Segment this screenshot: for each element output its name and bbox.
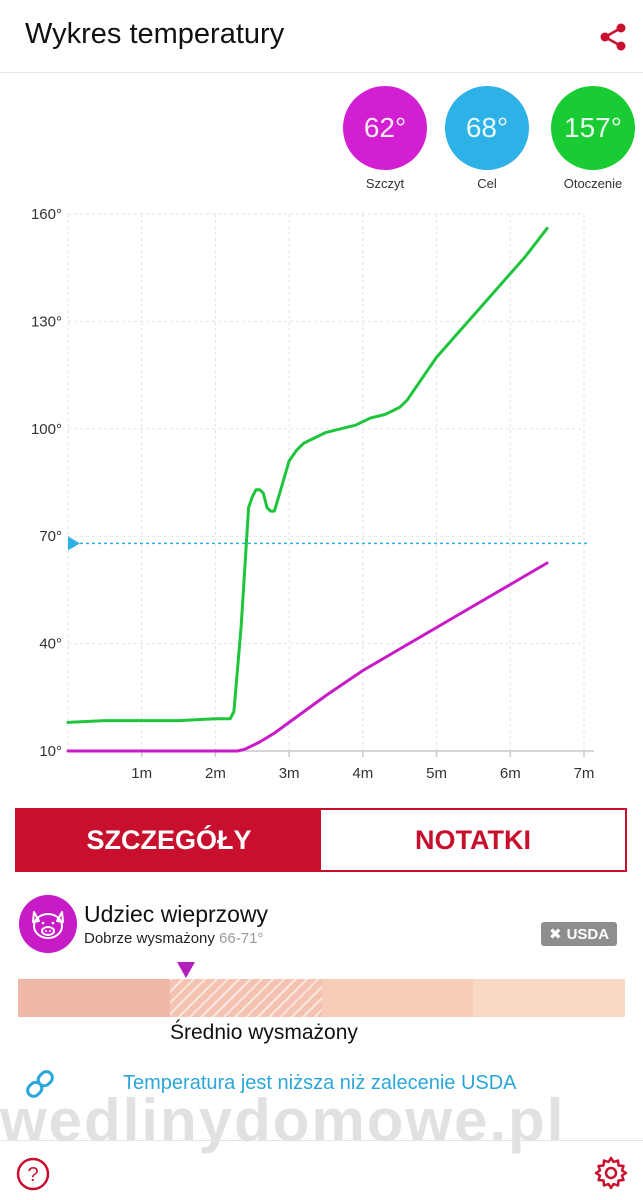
y-tick-label: 70° xyxy=(39,528,62,545)
meat-name: Udziec wieprzowy xyxy=(84,901,269,927)
x-tick-label: 5m xyxy=(426,765,447,782)
series-line-ambient xyxy=(66,226,549,724)
usda-badge-label: USDA xyxy=(566,925,610,943)
gear-icon[interactable] xyxy=(594,1156,628,1190)
gauge-peak-label: Szczyt xyxy=(365,176,405,191)
x-tick-label: 2m xyxy=(205,765,226,782)
app-header: Wykres temperatury xyxy=(0,0,643,73)
link-icon xyxy=(26,1070,54,1098)
gauge-peak-circle: 62° xyxy=(343,86,427,170)
x-tick-label: 3m xyxy=(279,765,300,782)
gauge-target-label: Cel xyxy=(477,176,497,191)
x-tick-label: 6m xyxy=(500,765,521,782)
share-icon[interactable] xyxy=(596,20,630,54)
pig-icon xyxy=(19,895,77,953)
y-tick-label: 100° xyxy=(31,421,62,438)
tab-bar: SZCZEGÓŁY NOTATKI xyxy=(15,808,627,872)
x-tick-label: 7m xyxy=(574,765,595,782)
gauge-target-value: 68° xyxy=(465,112,509,143)
gauge-peak-value: 62° xyxy=(363,112,407,143)
y-tick-label: 10° xyxy=(39,743,62,760)
usda-badge[interactable]: ✖ USDA xyxy=(541,922,618,946)
gauge-ambient[interactable]: 157° Otoczenie xyxy=(548,86,638,191)
svg-text:?: ? xyxy=(27,1164,38,1186)
doneness-segment[interactable] xyxy=(321,979,474,1017)
y-tick-label: 40° xyxy=(39,636,62,653)
target-marker-icon xyxy=(68,536,80,551)
doneness-label: Dobrze wysmażony xyxy=(84,930,215,947)
gauge-target[interactable]: 68° Cel xyxy=(442,86,532,191)
y-tick-label: 130° xyxy=(31,313,62,330)
x-tick-label: 1m xyxy=(131,765,152,782)
gauge-peak[interactable]: 62° Szczyt xyxy=(340,86,430,191)
help-icon[interactable]: ? xyxy=(16,1157,50,1191)
gauge-ambient-label: Otoczenie xyxy=(563,176,623,191)
close-icon: ✖ xyxy=(549,926,562,943)
gauge-ambient-value: 157° xyxy=(564,112,622,143)
doneness-segment[interactable] xyxy=(18,979,170,1017)
x-tick-label: 4m xyxy=(352,765,373,782)
gauge-ambient-circle: 157° xyxy=(551,86,635,170)
doneness-range: 66-71° xyxy=(219,930,264,947)
tab-details[interactable]: SZCZEGÓŁY xyxy=(17,810,321,870)
doneness-bar[interactable] xyxy=(18,979,625,1017)
selected-doneness-label: Średnio wysmażony xyxy=(170,1021,358,1044)
temperature-chart[interactable]: 1m 2m 3m 4m 5m 6m 7m 10° 40° 70° 100° 130° 160° xyxy=(0,195,643,795)
doneness-text: Dobrze wysmażony 66-71° xyxy=(84,930,263,947)
gauge-target-circle: 68° xyxy=(445,86,529,170)
doneness-marker-icon xyxy=(177,962,195,978)
watermark: wedlinydomowe.pl xyxy=(0,1087,566,1154)
series-line-probe xyxy=(66,561,549,753)
doneness-segment[interactable] xyxy=(473,979,625,1017)
usda-warning-link[interactable]: Temperatura jest niższa niż zalecenie US… xyxy=(123,1072,517,1094)
doneness-segment-selected[interactable] xyxy=(169,979,322,1017)
page-title: Wykres temperatury xyxy=(25,18,285,50)
tab-notes[interactable]: NOTATKI xyxy=(321,810,625,870)
y-tick-label: 160° xyxy=(31,206,62,223)
footer-divider xyxy=(0,1140,643,1141)
